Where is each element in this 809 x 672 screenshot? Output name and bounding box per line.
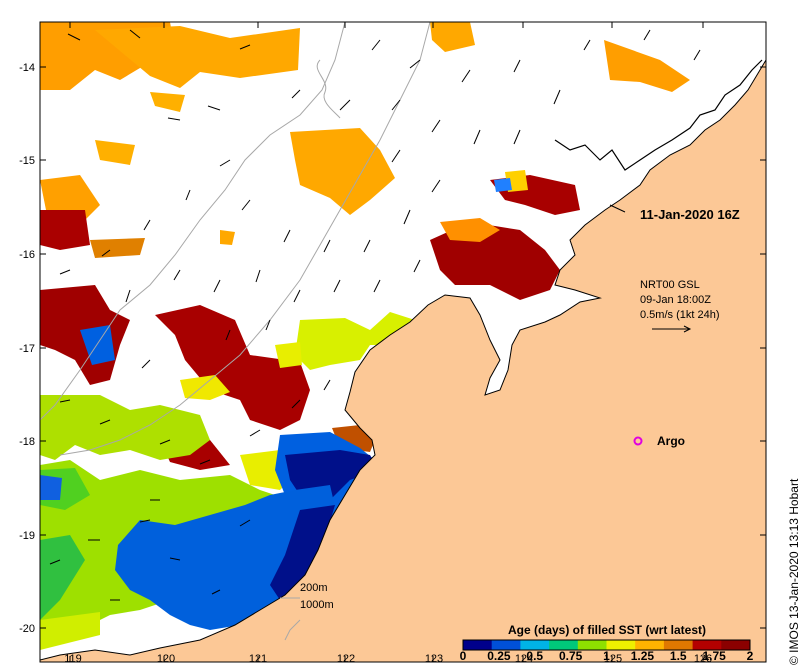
lon-label-126: 126: [694, 653, 712, 665]
legend-tick-label: 1.75: [702, 649, 726, 663]
legend-tick-label: 0.75: [559, 649, 583, 663]
current-info-line1: NRT00 GSL: [640, 279, 700, 291]
lon-label-122: 122: [337, 653, 355, 665]
legend-swatch: [577, 640, 607, 650]
longitude-axis: [69, 22, 704, 662]
land: [39, 22, 767, 663]
sst-patches: [40, 22, 690, 650]
contour-label-200m: 200m: [300, 582, 328, 594]
legend-swatch: [663, 640, 694, 650]
legend-colorbar: [462, 639, 751, 651]
lon-label-120: 120: [157, 653, 175, 665]
coastline-detail: [554, 59, 763, 171]
scale-arrow: [652, 325, 692, 333]
lon-label-119: 119: [64, 653, 82, 665]
latitude-axis: [40, 66, 766, 629]
lat-label-16: -16: [19, 249, 35, 261]
legend-tick-label: 1: [603, 649, 610, 663]
legend-tick-label: 0.5: [526, 649, 543, 663]
lon-label-123: 123: [425, 653, 443, 665]
lat-label-14: -14: [19, 62, 35, 74]
legend-swatch: [606, 640, 636, 650]
current-info-line2: 09-Jan 18:00Z: [640, 294, 711, 306]
lon-label-124: 124: [515, 653, 533, 665]
lat-label-18: -18: [19, 436, 35, 448]
legend-swatch: [549, 640, 579, 650]
argo-label: Argo: [657, 434, 685, 448]
legend-swatch: [721, 640, 751, 650]
legend-swatch: [463, 640, 493, 650]
lon-label-125: 125: [604, 653, 622, 665]
legend-swatch: [520, 640, 550, 650]
imos-credit: © IMOS 13-Jan-2020 13:13 Hobart: [787, 478, 801, 665]
timestamp-pointer: [609, 204, 626, 213]
legend-ticks: 0 0.25 0.5 0.75 1 1.25 1.5 1.75 2: [460, 649, 754, 663]
lat-label-15: -15: [19, 155, 35, 167]
current-vectors: [49, 29, 701, 601]
lat-label-19: -19: [19, 530, 35, 542]
axes-frame: [39, 21, 767, 663]
lat-label-17: -17: [19, 343, 35, 355]
depth-contours: [39, 21, 431, 641]
legend-swatch: [635, 640, 665, 650]
lon-label-121: 121: [249, 653, 267, 665]
argo-marker: [633, 436, 643, 446]
legend-swatch: [491, 640, 521, 650]
legend-tick-label: 1.5: [670, 649, 687, 663]
contour-label-1000m: 1000m: [300, 599, 334, 611]
timestamp-label: 11-Jan-2020 16Z: [640, 207, 740, 222]
legend-tick-label: 0: [460, 649, 467, 663]
legend-title: Age (days) of filled SST (wrt latest): [508, 623, 706, 637]
legend-tick-label: 1.25: [631, 649, 655, 663]
legend-tick-label: 2: [747, 649, 754, 663]
current-info-line3: 0.5m/s (1kt 24h): [640, 309, 719, 321]
legend-frame: [462, 639, 751, 651]
legend-tick-label: 0.25: [487, 649, 511, 663]
lat-label-20: -20: [19, 623, 35, 635]
legend-swatch: [692, 640, 722, 650]
